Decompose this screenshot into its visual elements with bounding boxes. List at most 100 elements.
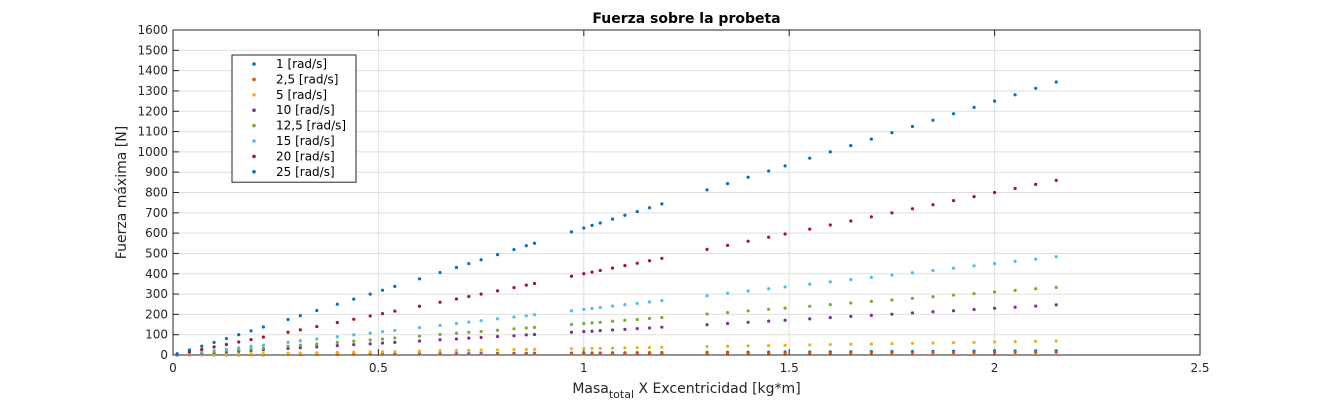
y-tick-label: 300 xyxy=(145,287,168,301)
data-point-series-8 xyxy=(635,209,639,214)
data-point-series-4 xyxy=(524,333,528,337)
data-point-series-8 xyxy=(479,258,483,262)
data-point-series-4 xyxy=(1013,305,1017,309)
data-point-series-5 xyxy=(286,344,290,348)
data-point-series-7 xyxy=(623,264,627,268)
data-point-series-4 xyxy=(512,334,516,338)
data-point-series-3 xyxy=(1013,339,1017,344)
data-point-series-5 xyxy=(931,295,935,299)
data-point-series-8 xyxy=(569,230,574,234)
data-point-series-6 xyxy=(890,273,894,277)
data-point-series-4 xyxy=(931,310,935,314)
data-point-series-5 xyxy=(1013,288,1017,293)
data-point-series-6 xyxy=(438,323,442,327)
data-point-series-6 xyxy=(532,313,537,317)
legend-entry-label: 1 [rad/s] xyxy=(276,57,327,71)
data-point-series-8 xyxy=(610,217,615,221)
data-point-series-6 xyxy=(582,307,586,311)
data-point-series-8 xyxy=(495,253,500,257)
data-point-series-5 xyxy=(910,296,915,300)
data-point-series-6 xyxy=(237,346,241,350)
data-point-series-4 xyxy=(610,328,615,332)
data-point-series-6 xyxy=(647,300,652,304)
data-point-series-3 xyxy=(725,344,730,348)
data-point-series-2 xyxy=(993,350,997,355)
data-point-series-6 xyxy=(705,294,709,298)
data-point-series-4 xyxy=(380,341,385,345)
data-point-series-2 xyxy=(1034,350,1038,354)
data-point-series-6 xyxy=(635,301,639,306)
data-point-series-7 xyxy=(647,259,652,263)
data-point-series-5 xyxy=(479,329,483,334)
data-point-series-4 xyxy=(647,326,652,330)
legend-entry-label: 5 [rad/s] xyxy=(276,88,327,102)
data-point-series-2 xyxy=(808,351,812,355)
data-point-series-5 xyxy=(249,347,253,351)
data-point-series-7 xyxy=(746,239,750,243)
data-point-series-2 xyxy=(931,351,935,355)
data-point-series-7 xyxy=(849,219,853,223)
data-point-series-3 xyxy=(224,352,229,356)
data-point-series-5 xyxy=(237,348,241,352)
legend-marker xyxy=(252,123,256,128)
data-point-series-7 xyxy=(335,320,339,325)
data-point-series-7 xyxy=(610,266,615,270)
data-point-series-5 xyxy=(783,306,787,310)
data-point-series-7 xyxy=(783,232,787,236)
data-point-series-8 xyxy=(910,124,915,129)
y-tick-label: 100 xyxy=(145,328,168,342)
data-point-series-7 xyxy=(705,247,709,251)
data-point-series-4 xyxy=(660,325,664,329)
data-point-series-8 xyxy=(849,143,853,148)
data-point-series-7 xyxy=(598,268,602,273)
data-point-series-8 xyxy=(623,213,627,217)
data-point-series-7 xyxy=(890,211,894,215)
data-point-series-3 xyxy=(417,349,422,353)
data-point-series-6 xyxy=(200,350,204,354)
data-point-series-8 xyxy=(286,317,290,322)
legend-marker xyxy=(252,108,256,112)
data-point-series-3 xyxy=(524,347,528,351)
data-point-series-7 xyxy=(368,314,372,318)
data-point-series-5 xyxy=(746,309,750,313)
legend: 1 [rad/s]2,5 [rad/s] 5 [rad/s]10 [rad/s] 1… xyxy=(231,54,357,183)
legend-marker xyxy=(252,62,256,66)
data-point-series-8 xyxy=(237,333,241,337)
data-point-series-7 xyxy=(725,243,730,247)
data-point-series-4 xyxy=(972,307,976,312)
data-point-series-4 xyxy=(582,330,586,334)
data-point-series-8 xyxy=(590,223,594,228)
data-point-series-5 xyxy=(512,327,516,331)
data-point-series-4 xyxy=(993,306,997,310)
data-point-series-7 xyxy=(635,261,639,265)
data-point-series-8 xyxy=(315,308,319,313)
data-point-series-2 xyxy=(1054,350,1058,354)
y-tick-label: 200 xyxy=(145,307,168,321)
x-axis-label-subscript: total xyxy=(609,388,634,401)
y-tick-label: 1100 xyxy=(137,125,168,139)
legend-entry-label: 25 [rad/s] xyxy=(276,165,335,179)
data-point-series-7 xyxy=(237,340,241,344)
data-point-series-6 xyxy=(512,315,516,319)
y-axis-label: Fuerza máxima [N] xyxy=(114,126,130,259)
data-point-series-3 xyxy=(315,351,319,355)
data-point-series-2 xyxy=(623,351,627,356)
legend-marker xyxy=(252,77,256,82)
data-point-series-5 xyxy=(660,316,664,320)
data-point-series-3 xyxy=(237,352,241,356)
data-point-series-2 xyxy=(828,351,832,355)
data-point-series-3 xyxy=(261,351,265,356)
data-point-series-6 xyxy=(993,261,997,266)
data-point-series-4 xyxy=(849,314,853,319)
data-point-series-8 xyxy=(972,105,976,109)
data-point-series-3 xyxy=(890,342,894,346)
data-point-series-2 xyxy=(368,352,372,356)
data-point-series-2 xyxy=(910,351,915,355)
data-point-series-5 xyxy=(368,338,372,342)
data-point-series-3 xyxy=(590,346,594,350)
y-tick-label: 1300 xyxy=(137,84,168,98)
data-point-series-8 xyxy=(417,277,422,281)
data-point-series-7 xyxy=(1013,186,1017,191)
data-point-series-3 xyxy=(808,343,812,347)
data-point-series-8 xyxy=(705,188,709,192)
